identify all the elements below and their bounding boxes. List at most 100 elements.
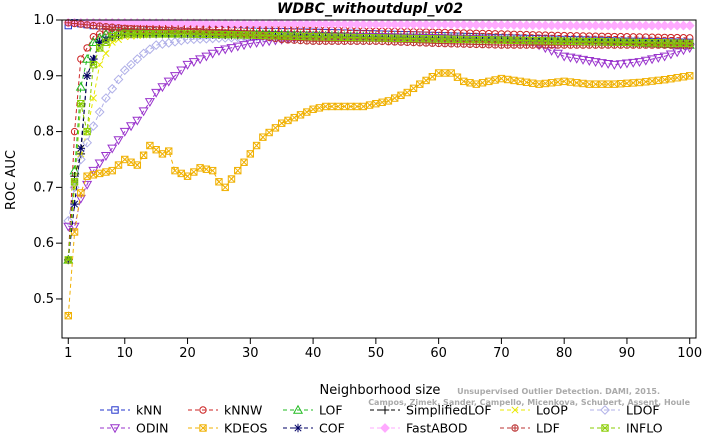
data-point: [234, 31, 242, 39]
y-tick-label: 0.9: [33, 69, 54, 84]
data-point: [408, 33, 419, 43]
data-point: [102, 38, 110, 47]
data-point: [201, 18, 212, 29]
series-line-lof: [67, 30, 690, 260]
legend-label: SimplifiedLOF: [406, 403, 492, 418]
data-point: [609, 60, 620, 70]
data-point: [169, 72, 181, 82]
data-point: [259, 31, 267, 40]
data-point: [314, 19, 325, 29]
legend-swatch-marker: [380, 423, 390, 433]
data-point: [107, 83, 118, 94]
x-tick-label: 10: [116, 346, 133, 361]
legend-swatch-marker: [293, 423, 303, 433]
x-tick-label: 70: [493, 346, 510, 361]
data-point: [77, 189, 85, 197]
y-tick-label: 0.7: [33, 180, 54, 195]
series-line-loop: [67, 33, 690, 260]
data-point: [239, 18, 249, 29]
data-point: [623, 79, 631, 88]
x-axis-label: Neighborhood size: [320, 383, 441, 398]
data-point: [114, 161, 123, 169]
x-tick-label: 60: [430, 346, 447, 361]
data-point: [591, 38, 600, 46]
data-point: [395, 33, 407, 43]
series-line-simplifiedlof: [67, 33, 690, 260]
data-point: [565, 53, 576, 63]
watermark: Unsupervised Outlier Detection. DAMI, 20…: [368, 387, 690, 407]
data-point: [296, 32, 305, 41]
data-point: [108, 166, 116, 175]
data-point: [552, 20, 563, 31]
legend-item-simplifiedlof: SimplifiedLOF: [370, 403, 492, 418]
data-point: [232, 42, 243, 52]
data-point: [83, 21, 91, 29]
data-point: [245, 39, 256, 49]
data-point: [515, 20, 526, 31]
data-point: [95, 30, 104, 38]
legend-item-inflo: INFLO: [590, 421, 663, 436]
data-point: [535, 80, 543, 88]
data-point: [522, 36, 531, 45]
data-point: [227, 175, 236, 183]
series-odin: [63, 33, 695, 232]
data-point: [321, 33, 330, 41]
data-point: [114, 24, 123, 32]
data-point: [364, 19, 375, 30]
data-point: [345, 19, 356, 30]
y-axis-label: ROC AUC: [4, 150, 19, 210]
legend-label: kNNW: [224, 403, 262, 418]
legend-item-cof: COF: [283, 421, 345, 436]
data-point: [232, 18, 243, 29]
data-point: [132, 116, 143, 126]
legend-item-loop: LoOP: [500, 403, 568, 418]
data-point: [89, 21, 98, 30]
data-point: [89, 33, 98, 41]
legend-swatch-marker: [111, 406, 119, 414]
series-line-inflo: [67, 33, 690, 260]
legend-label: kNN: [136, 403, 162, 418]
data-point: [139, 151, 148, 159]
data-point: [478, 36, 487, 44]
data-point: [378, 98, 386, 106]
series-line-kdeos: [67, 72, 690, 316]
data-point: [144, 98, 155, 108]
data-point: [138, 107, 149, 117]
data-point: [540, 20, 551, 31]
data-point: [571, 54, 582, 64]
legend-label: LDF: [536, 421, 560, 435]
data-point: [628, 58, 639, 68]
data-point: [121, 30, 129, 38]
data-point: [635, 78, 644, 87]
data-point: [190, 168, 198, 176]
data-point: [182, 60, 193, 70]
data-point: [321, 102, 330, 111]
data-point: [271, 124, 280, 132]
legend-item-ldf: LDF: [500, 421, 560, 436]
data-point: [604, 38, 612, 46]
data-point: [390, 94, 399, 102]
legend-label: COF: [319, 421, 345, 435]
series-inflo: [64, 30, 694, 264]
data-point: [472, 80, 480, 88]
data-point: [446, 19, 457, 30]
data-point: [327, 19, 337, 29]
data-point: [554, 37, 562, 45]
data-point: [485, 77, 493, 86]
legend-label: FastABOD: [406, 421, 468, 435]
data-point: [421, 33, 432, 43]
data-point: [195, 18, 206, 29]
data-point: [673, 74, 681, 82]
data-point: [654, 39, 663, 47]
y-tick-label: 0.5: [33, 292, 54, 307]
data-point: [409, 84, 418, 93]
data-point: [77, 99, 85, 108]
data-point: [672, 48, 683, 58]
data-point: [226, 44, 237, 53]
data-point: [684, 20, 695, 31]
data-point: [309, 33, 317, 41]
data-point: [577, 55, 589, 65]
data-point: [303, 108, 311, 116]
data-point: [177, 169, 185, 178]
data-point: [246, 150, 255, 158]
